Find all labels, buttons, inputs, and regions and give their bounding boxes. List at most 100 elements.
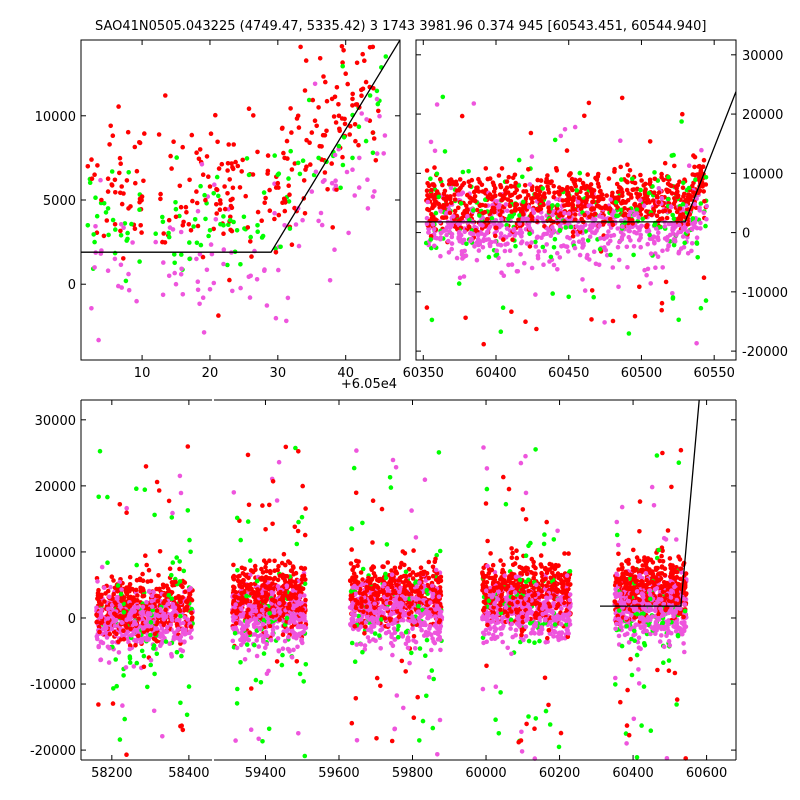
- tr-magenta-point: [692, 202, 697, 207]
- tr-magenta-point: [676, 249, 682, 255]
- tl-green-point: [93, 195, 98, 200]
- bottom-magenta-point: [290, 588, 296, 593]
- bottom-magenta-point: [106, 660, 112, 665]
- tl-green-point: [287, 226, 293, 231]
- tr-red-point: [579, 216, 584, 222]
- tr-red-point: [424, 168, 430, 173]
- bottom-red-point: [128, 602, 133, 608]
- tr-red-point: [680, 185, 686, 190]
- bottom-green-point: [423, 653, 428, 658]
- tr-magenta-point: [642, 267, 647, 273]
- tr-magenta-point: [628, 209, 633, 215]
- bottom-red-point: [387, 616, 393, 622]
- tr-red-point: [499, 166, 505, 171]
- tl-red-point: [286, 183, 292, 188]
- tr-red-point: [452, 208, 458, 214]
- tl-red-point: [142, 131, 147, 136]
- tr-magenta-point: [469, 231, 475, 237]
- tr-magenta-point: [602, 320, 607, 325]
- tr-magenta-point: [483, 237, 489, 242]
- bottom-magenta-point: [114, 596, 120, 601]
- tl-green-point: [255, 223, 260, 228]
- tl-red-point: [156, 132, 162, 137]
- bottom-magenta-point: [246, 648, 252, 653]
- tl-red-point: [360, 51, 366, 57]
- bottom-green-point: [360, 566, 366, 572]
- tr-red-point: [701, 157, 707, 163]
- bottom-red-point: [97, 629, 102, 635]
- tl-red-point: [194, 189, 199, 194]
- tl-red-point: [336, 102, 341, 107]
- bottom-red-point: [270, 479, 276, 484]
- tl-red-point: [119, 201, 125, 207]
- tr-green-point: [471, 208, 476, 213]
- bottom-red-point: [124, 752, 129, 757]
- tr-xtick-label: 60450: [548, 366, 589, 381]
- tl-red-point: [284, 138, 290, 144]
- tl-red-point: [139, 194, 145, 199]
- tr-magenta-point: [424, 215, 430, 221]
- bottom-magenta-point: [277, 609, 282, 614]
- bottom-magenta-point: [428, 600, 433, 605]
- tr-magenta-point: [507, 232, 513, 238]
- tr-magenta-point: [477, 239, 483, 244]
- bottom-red-point: [162, 593, 167, 598]
- bottom-green-point: [163, 639, 169, 644]
- tr-magenta-point: [485, 229, 490, 234]
- tr-magenta-point: [689, 241, 695, 246]
- bottom-magenta-point: [149, 593, 155, 599]
- tl-magenta-point: [197, 301, 202, 307]
- bottom-red-point: [353, 597, 358, 603]
- bottom-green-point: [372, 631, 378, 636]
- tr-magenta-point: [546, 200, 551, 205]
- bottom-red-point: [407, 604, 412, 609]
- tr-red-point: [591, 188, 597, 193]
- bottom-red-point: [177, 566, 182, 572]
- tr-green-point: [681, 180, 686, 186]
- bottom-magenta-point: [160, 613, 165, 618]
- tr-red-point: [471, 198, 476, 203]
- tl-magenta-point: [318, 210, 324, 216]
- bottom-magenta-point: [263, 629, 269, 635]
- tr-green-point: [682, 240, 687, 246]
- bottom-red-point: [349, 720, 355, 726]
- tl-magenta-point: [213, 217, 219, 222]
- bottom-magenta-point: [105, 616, 111, 621]
- tl-red-point: [225, 161, 231, 166]
- bottom-red-point: [286, 605, 291, 611]
- tr-magenta-point: [679, 246, 684, 251]
- bottom-magenta-point: [429, 647, 434, 653]
- tr-red-point: [701, 275, 707, 281]
- bottom-magenta-point: [392, 637, 398, 642]
- tl-red-point: [217, 198, 223, 203]
- tr-magenta-point: [694, 341, 699, 346]
- bottom-green-point: [170, 560, 176, 565]
- tr-green-point: [566, 294, 571, 300]
- bottom-red-point: [252, 563, 258, 569]
- tr-green-point: [613, 199, 619, 205]
- bottom-magenta-point: [254, 653, 260, 659]
- bottom-green-point: [377, 633, 382, 638]
- tr-magenta-point: [550, 225, 555, 230]
- tr-magenta-point: [441, 228, 447, 234]
- tr-red-point: [637, 202, 643, 208]
- tl-red-point: [301, 178, 307, 183]
- tr-red-point: [659, 171, 664, 177]
- tl-red-point: [99, 197, 104, 203]
- tr-green-point: [568, 224, 574, 230]
- tr-magenta-point: [665, 247, 670, 252]
- tr-red-point: [497, 192, 503, 197]
- tr-red-point: [595, 194, 601, 200]
- tl-red-point: [204, 154, 210, 159]
- bottom-green-point: [188, 549, 193, 555]
- tr-magenta-point: [576, 239, 582, 244]
- tr-green-point: [679, 119, 684, 124]
- bottom-red-point: [94, 619, 99, 625]
- bottom-red-point: [286, 596, 292, 601]
- bottom-magenta-point: [291, 634, 297, 640]
- tr-red-point: [481, 341, 487, 347]
- tl-red-point: [92, 172, 97, 177]
- bottom-red-point: [396, 614, 402, 620]
- tr-green-point: [540, 186, 545, 191]
- panel-bottom: 58200 58400 59400 59600 59800 60000 60200 60400…: [30, 399, 737, 781]
